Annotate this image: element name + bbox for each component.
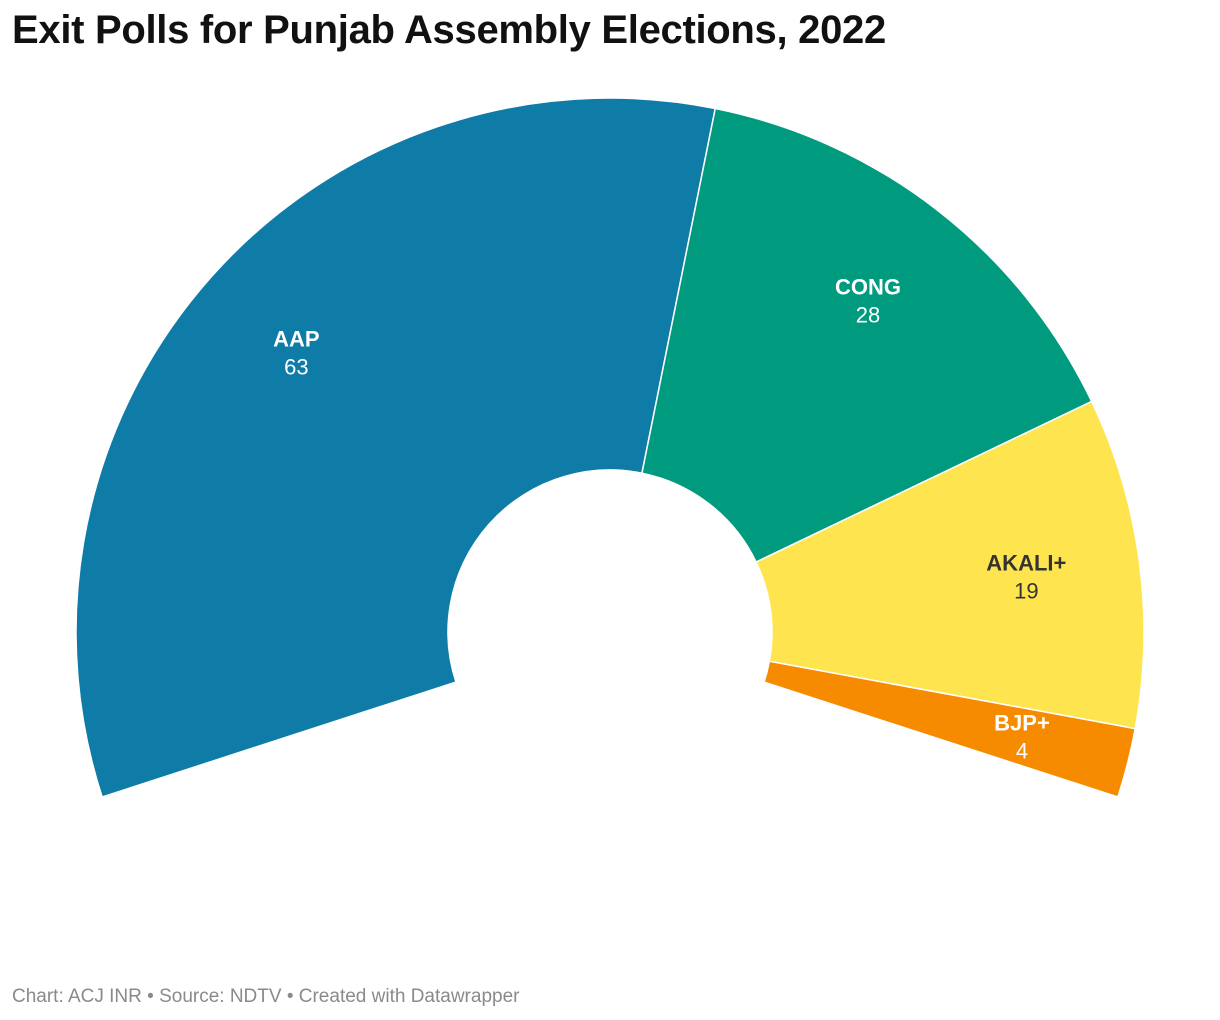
chart-footer: Chart: ACJ INR • Source: NDTV • Created … bbox=[12, 986, 520, 1007]
slice-label-bjp: BJP+ bbox=[994, 710, 1050, 735]
slice-aap bbox=[75, 97, 717, 798]
slice-label-cong: CONG bbox=[835, 275, 901, 300]
slice-value-akali: 19 bbox=[1014, 579, 1038, 604]
slice-bjp bbox=[763, 660, 1137, 798]
slice-value-cong: 28 bbox=[856, 303, 880, 328]
slice-value-aap: 63 bbox=[284, 355, 308, 380]
slice-akali bbox=[755, 400, 1145, 730]
slice-label-aap: AAP bbox=[273, 327, 319, 352]
slice-cong bbox=[641, 107, 1093, 564]
chart-title: Exit Polls for Punjab Assembly Elections… bbox=[12, 8, 886, 52]
slice-value-bjp: 4 bbox=[1016, 738, 1028, 763]
slice-label-akali: AKALI+ bbox=[986, 551, 1066, 576]
labels-group: AAP 63 CONG 28 AKALI+ 19 BJP+ 4 bbox=[273, 275, 1066, 764]
slices-group bbox=[75, 97, 1145, 798]
